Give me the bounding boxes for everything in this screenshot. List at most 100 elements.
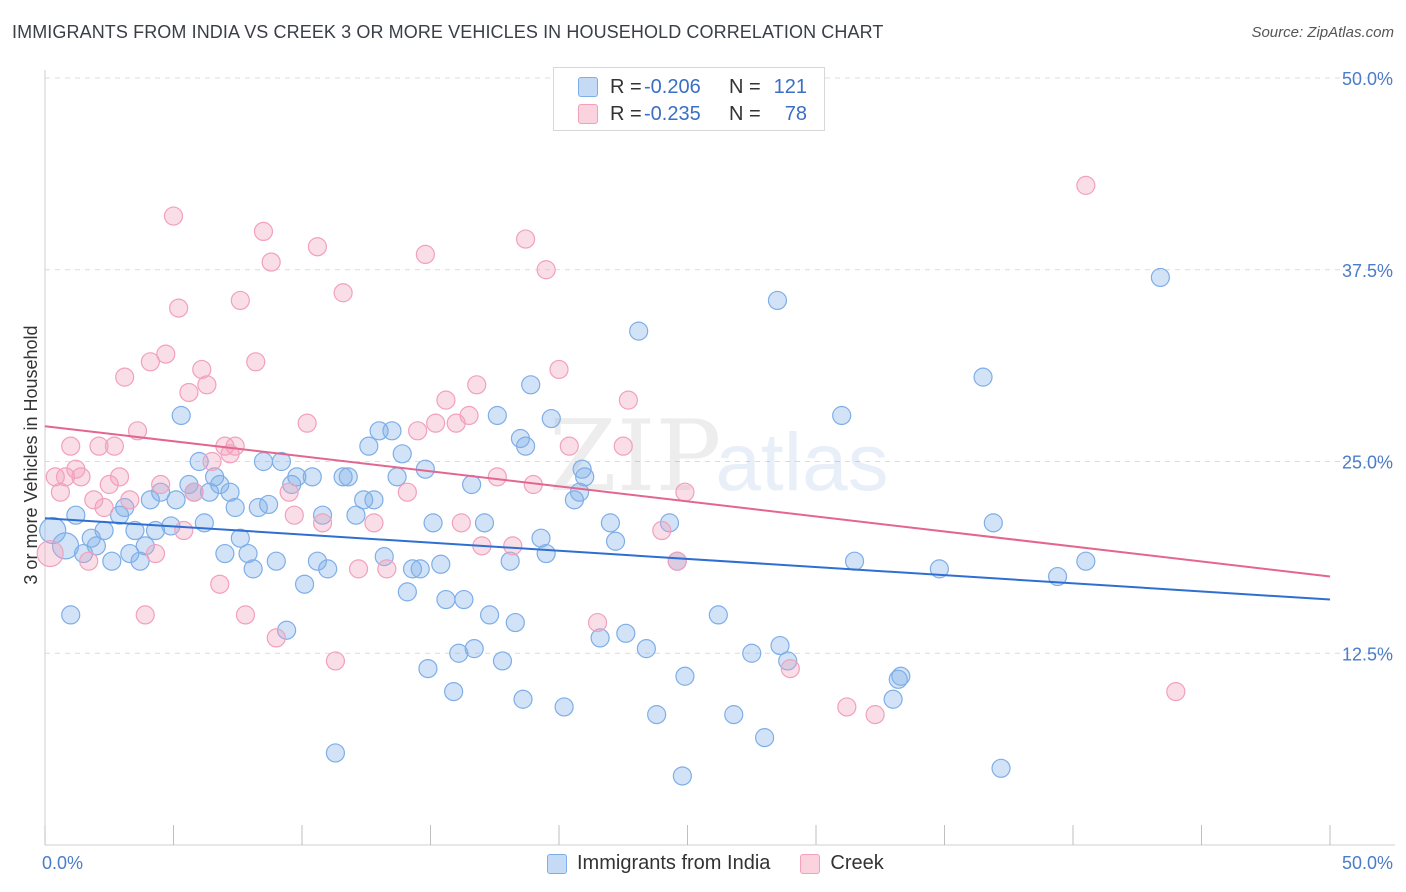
creek-point bbox=[99, 474, 119, 495]
india-point bbox=[629, 321, 649, 341]
creek-point bbox=[587, 612, 608, 633]
creek-point bbox=[174, 520, 194, 541]
india-point bbox=[199, 482, 220, 502]
x-tick-label: 0.0% bbox=[42, 853, 83, 873]
creek-point bbox=[235, 605, 256, 625]
creek-point bbox=[261, 252, 281, 272]
india-point bbox=[708, 605, 728, 625]
creek-point bbox=[348, 559, 369, 579]
creek-point bbox=[120, 490, 140, 510]
india-point bbox=[449, 643, 469, 663]
creek-point bbox=[865, 705, 885, 725]
india-point bbox=[888, 669, 908, 689]
series-swatch-creek bbox=[800, 853, 821, 874]
creek-point bbox=[145, 543, 166, 564]
legend-n-label: N = bbox=[729, 102, 761, 125]
india-point bbox=[325, 743, 346, 763]
creek-point bbox=[618, 390, 638, 410]
creek-point bbox=[364, 513, 384, 533]
creek-point bbox=[467, 375, 487, 395]
creek-point bbox=[197, 375, 217, 395]
creek-point bbox=[536, 260, 556, 280]
india-point bbox=[418, 658, 438, 679]
india-point bbox=[287, 467, 307, 487]
india-point bbox=[742, 643, 762, 663]
creek-point bbox=[325, 651, 346, 671]
trend-lines bbox=[44, 425, 1331, 601]
india-point bbox=[243, 559, 263, 579]
creek-point bbox=[169, 298, 189, 318]
legend-r-label: R = bbox=[610, 75, 642, 98]
india-point bbox=[480, 605, 500, 625]
india-point bbox=[397, 582, 417, 602]
axes bbox=[44, 70, 1395, 846]
axis-labels: 12.5% 25.0% 37.5% 50.0% 0.0% 50.0% bbox=[42, 69, 1393, 873]
india-point bbox=[991, 758, 1011, 778]
creek-point bbox=[613, 436, 633, 456]
creek-point bbox=[127, 421, 148, 441]
india-point bbox=[672, 766, 692, 786]
creek-point bbox=[667, 551, 687, 571]
india-point bbox=[521, 375, 541, 395]
india-point bbox=[258, 494, 279, 515]
india-point bbox=[220, 482, 240, 502]
creek-point bbox=[549, 359, 569, 380]
creek-point bbox=[50, 482, 71, 502]
creek-point bbox=[652, 520, 672, 541]
india-point bbox=[575, 467, 595, 487]
creek-point bbox=[192, 359, 212, 380]
india-point bbox=[492, 651, 513, 671]
creek-point bbox=[675, 482, 695, 502]
series-swatch-india bbox=[547, 853, 567, 874]
india-point bbox=[883, 689, 903, 709]
creek-point bbox=[36, 539, 64, 568]
grid bbox=[45, 77, 1395, 654]
creek-point bbox=[135, 605, 155, 625]
creek-point bbox=[210, 574, 230, 594]
legend-n-label: N = bbox=[729, 75, 761, 98]
india-point bbox=[410, 559, 430, 579]
creek-point bbox=[312, 513, 333, 533]
creek-point bbox=[55, 467, 76, 487]
india-point bbox=[844, 551, 865, 571]
legend-r-value: -0.206 bbox=[644, 75, 701, 98]
india-point bbox=[891, 666, 911, 686]
data-points bbox=[36, 175, 1186, 786]
creek-point bbox=[426, 413, 446, 433]
india-point bbox=[454, 589, 474, 610]
creek-point bbox=[179, 382, 199, 403]
india-point bbox=[464, 639, 484, 659]
legend-r-value: -0.235 bbox=[644, 102, 701, 125]
creek-point bbox=[253, 221, 274, 241]
india-point bbox=[135, 536, 155, 556]
india-point bbox=[983, 513, 1003, 533]
india-point bbox=[536, 543, 556, 564]
legend-n-value: 78 bbox=[784, 102, 807, 125]
creek-point bbox=[397, 482, 417, 502]
india-point bbox=[102, 551, 122, 571]
india-point bbox=[770, 635, 790, 656]
india-point bbox=[1150, 267, 1170, 288]
creek-point bbox=[451, 513, 471, 533]
creek-trend-line bbox=[44, 425, 1331, 578]
india-point bbox=[616, 623, 636, 643]
source-label: Source: ZipAtlas.com bbox=[1251, 24, 1394, 41]
creek-point bbox=[140, 352, 160, 372]
creek-point bbox=[436, 390, 456, 410]
india-point bbox=[431, 554, 451, 574]
india-point bbox=[636, 639, 656, 659]
creek-point bbox=[84, 490, 104, 510]
india-point bbox=[778, 651, 798, 671]
india-point bbox=[346, 505, 366, 525]
india-point bbox=[382, 421, 402, 441]
legend-row-india: R = -0.206 N = 121 bbox=[578, 74, 807, 100]
creek-point bbox=[837, 697, 857, 717]
creek-point bbox=[225, 436, 245, 456]
india-point bbox=[225, 497, 245, 518]
creek-point bbox=[780, 658, 800, 679]
india-point bbox=[487, 405, 507, 426]
india-point bbox=[462, 474, 482, 495]
india-point bbox=[120, 543, 140, 564]
india-point bbox=[513, 689, 533, 709]
